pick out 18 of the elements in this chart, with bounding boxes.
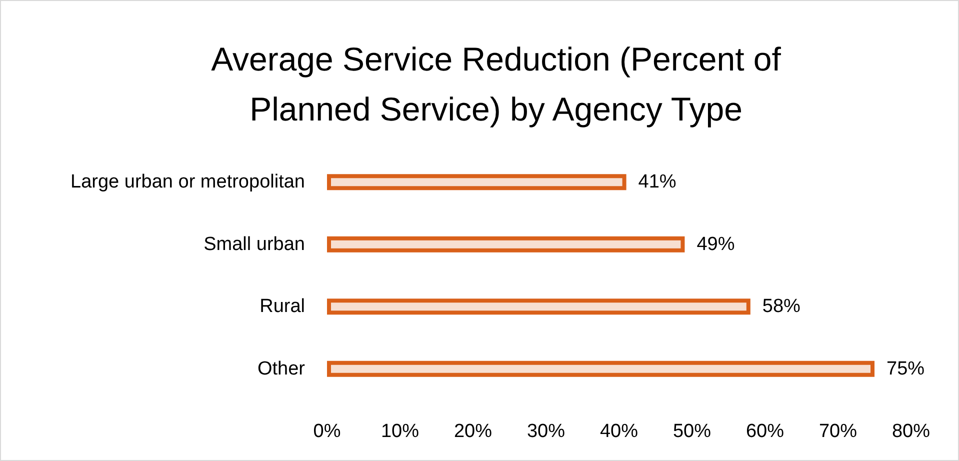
x-tick-label: 60% (746, 421, 784, 442)
x-tick-label: 20% (454, 421, 492, 442)
y-tick-label: Other (257, 358, 306, 380)
x-tick-label: 0% (313, 421, 341, 442)
x-tick-label: 10% (380, 421, 420, 442)
data-label: 58% (762, 296, 801, 318)
data-label: 41% (638, 172, 676, 193)
x-tick-label: 70% (818, 421, 858, 442)
x-tick-label: 40% (600, 421, 638, 442)
x-tick-label: 30% (526, 421, 566, 442)
y-tick-label: Small urban (204, 234, 305, 255)
y-tick-label: Rural (260, 296, 305, 318)
y-tick-label: Large urban or metropolitan (70, 172, 305, 193)
x-tick-label: 80% (892, 421, 930, 442)
chart-title: Average Service Reduction (Percent of Planned Service) by Agency Type (211, 40, 782, 128)
data-label: 49% (696, 234, 735, 255)
data-label: 75% (886, 358, 925, 380)
x-tick-label: 50% (672, 421, 712, 442)
